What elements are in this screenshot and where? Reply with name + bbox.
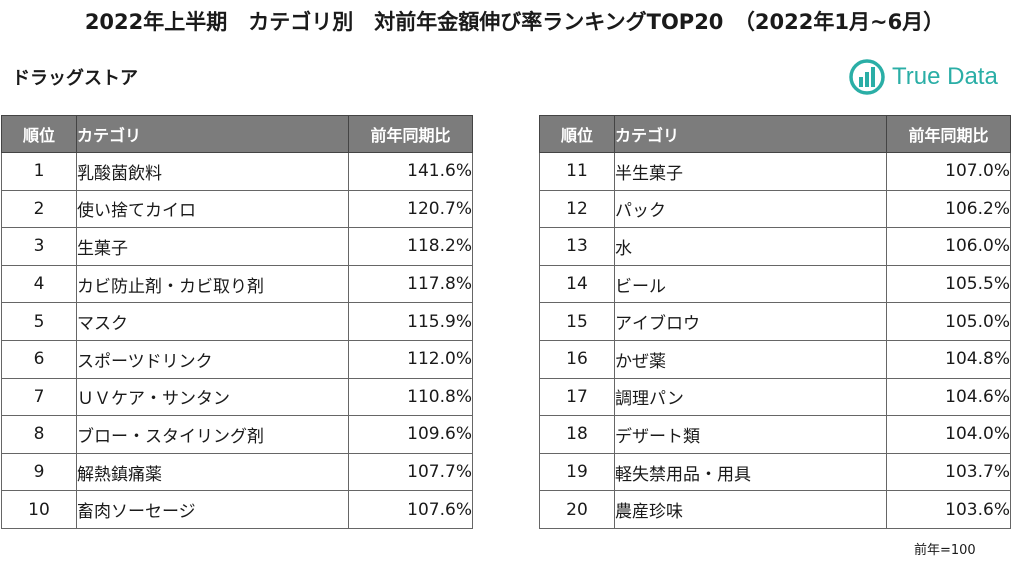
rank-cell: 14 bbox=[539, 264, 615, 304]
table-header-row: 順位 カテゴリ 前年同期比 bbox=[1, 115, 473, 153]
category-cell: スポーツドリンク bbox=[76, 339, 349, 379]
yoy-cell: 106.2% bbox=[886, 189, 1011, 229]
table-row: 12 パック 106.2% bbox=[539, 189, 1011, 229]
true-data-logo-icon bbox=[849, 59, 885, 95]
category-cell: 生菓子 bbox=[76, 227, 349, 266]
yoy-cell: 117.8% bbox=[348, 264, 473, 304]
rank-cell: 16 bbox=[539, 339, 615, 379]
rank-cell: 19 bbox=[539, 452, 615, 492]
rank-cell: 17 bbox=[539, 377, 615, 417]
yoy-cell: 104.8% bbox=[886, 339, 1011, 379]
rank-cell: 1 bbox=[1, 152, 77, 191]
header-category: カテゴリ bbox=[614, 115, 887, 153]
rank-cell: 13 bbox=[539, 227, 615, 266]
category-cell: 農産珍味 bbox=[614, 490, 887, 529]
table-row: 1 乳酸菌飲料 141.6% bbox=[1, 152, 473, 191]
yoy-cell: 103.7% bbox=[886, 452, 1011, 492]
rank-cell: 10 bbox=[1, 490, 77, 529]
yoy-cell: 106.0% bbox=[886, 227, 1011, 266]
yoy-cell: 107.0% bbox=[886, 152, 1011, 191]
ranking-table-11-20: 順位 カテゴリ 前年同期比 11 半生菓子 107.0% 12 パック 106.2% 13 水… bbox=[539, 115, 1011, 529]
yoy-cell: 104.6% bbox=[886, 377, 1011, 417]
rank-cell: 12 bbox=[539, 189, 615, 229]
yoy-cell: 141.6% bbox=[348, 152, 473, 191]
header-rank: 順位 bbox=[539, 115, 615, 153]
store-type-label: ドラッグストア bbox=[12, 68, 138, 89]
ranking-table-1-10: 順位 カテゴリ 前年同期比 1 乳酸菌飲料 141.6% 2 使い捨てカイロ 120.7%… bbox=[1, 115, 473, 529]
table-row: 14 ビール 105.5% bbox=[539, 264, 1011, 304]
table-row: 20 農産珍味 103.6% bbox=[539, 490, 1011, 529]
yoy-cell: 110.8% bbox=[348, 377, 473, 417]
true-data-logo: True Data bbox=[848, 58, 998, 96]
rank-cell: 7 bbox=[1, 377, 77, 417]
category-cell: ビール bbox=[614, 264, 887, 304]
table-row: 15 アイブロウ 105.0% bbox=[539, 302, 1011, 341]
table-row: 16 かぜ薬 104.8% bbox=[539, 339, 1011, 379]
yoy-cell: 107.6% bbox=[348, 490, 473, 529]
category-cell: デザート類 bbox=[614, 415, 887, 454]
rank-cell: 6 bbox=[1, 339, 77, 379]
table-row: 6 スポーツドリンク 112.0% bbox=[1, 339, 473, 379]
table-row: 9 解熱鎮痛薬 107.7% bbox=[1, 452, 473, 492]
category-cell: パック bbox=[614, 189, 887, 229]
rank-cell: 18 bbox=[539, 415, 615, 454]
category-cell: 軽失禁用品・用具 bbox=[614, 452, 887, 492]
header-yoy: 前年同期比 bbox=[886, 115, 1011, 153]
table-row: 2 使い捨てカイロ 120.7% bbox=[1, 189, 473, 229]
table-row: 19 軽失禁用品・用具 103.7% bbox=[539, 452, 1011, 492]
rank-cell: 8 bbox=[1, 415, 77, 454]
category-cell: かぜ薬 bbox=[614, 339, 887, 379]
yoy-cell: 103.6% bbox=[886, 490, 1011, 529]
header-yoy: 前年同期比 bbox=[348, 115, 473, 153]
category-cell: ブロー・スタイリング剤 bbox=[76, 415, 349, 454]
header-category: カテゴリ bbox=[76, 115, 349, 153]
category-cell: マスク bbox=[76, 302, 349, 341]
category-cell: ＵＶケア・サンタン bbox=[76, 377, 349, 417]
table-row: 17 調理パン 104.6% bbox=[539, 377, 1011, 417]
yoy-cell: 105.0% bbox=[886, 302, 1011, 341]
header-rank: 順位 bbox=[1, 115, 77, 153]
rank-cell: 20 bbox=[539, 490, 615, 529]
rank-cell: 5 bbox=[1, 302, 77, 341]
yoy-cell: 118.2% bbox=[348, 227, 473, 266]
rank-cell: 2 bbox=[1, 189, 77, 229]
table-row: 5 マスク 115.9% bbox=[1, 302, 473, 341]
category-cell: 水 bbox=[614, 227, 887, 266]
yoy-cell: 105.5% bbox=[886, 264, 1011, 304]
table-row: 4 カビ防止剤・カビ取り剤 117.8% bbox=[1, 264, 473, 304]
yoy-cell: 104.0% bbox=[886, 415, 1011, 454]
baseline-note: 前年=100 bbox=[914, 543, 976, 558]
table-row: 8 ブロー・スタイリング剤 109.6% bbox=[1, 415, 473, 454]
rank-cell: 11 bbox=[539, 152, 615, 191]
yoy-cell: 107.7% bbox=[348, 452, 473, 492]
page-title: 2022年上半期 カテゴリ別 対前年金額伸び率ランキングTOP20 （2022年… bbox=[84, 10, 945, 34]
table-row: 10 畜肉ソーセージ 107.6% bbox=[1, 490, 473, 529]
true-data-logo-text: True Data bbox=[892, 63, 998, 90]
table-row: 13 水 106.0% bbox=[539, 227, 1011, 266]
yoy-cell: 112.0% bbox=[348, 339, 473, 379]
rank-cell: 4 bbox=[1, 264, 77, 304]
rank-cell: 9 bbox=[1, 452, 77, 492]
table-row: 18 デザート類 104.0% bbox=[539, 415, 1011, 454]
category-cell: カビ防止剤・カビ取り剤 bbox=[76, 264, 349, 304]
table-row: 11 半生菓子 107.0% bbox=[539, 152, 1011, 191]
category-cell: 半生菓子 bbox=[614, 152, 887, 191]
yoy-cell: 115.9% bbox=[348, 302, 473, 341]
category-cell: 使い捨てカイロ bbox=[76, 189, 349, 229]
yoy-cell: 120.7% bbox=[348, 189, 473, 229]
category-cell: 畜肉ソーセージ bbox=[76, 490, 349, 529]
table-row: 7 ＵＶケア・サンタン 110.8% bbox=[1, 377, 473, 417]
category-cell: 調理パン bbox=[614, 377, 887, 417]
table-header-row: 順位 カテゴリ 前年同期比 bbox=[539, 115, 1011, 153]
table-row: 3 生菓子 118.2% bbox=[1, 227, 473, 266]
category-cell: 乳酸菌飲料 bbox=[76, 152, 349, 191]
yoy-cell: 109.6% bbox=[348, 415, 473, 454]
category-cell: アイブロウ bbox=[614, 302, 887, 341]
category-cell: 解熱鎮痛薬 bbox=[76, 452, 349, 492]
rank-cell: 15 bbox=[539, 302, 615, 341]
rank-cell: 3 bbox=[1, 227, 77, 266]
